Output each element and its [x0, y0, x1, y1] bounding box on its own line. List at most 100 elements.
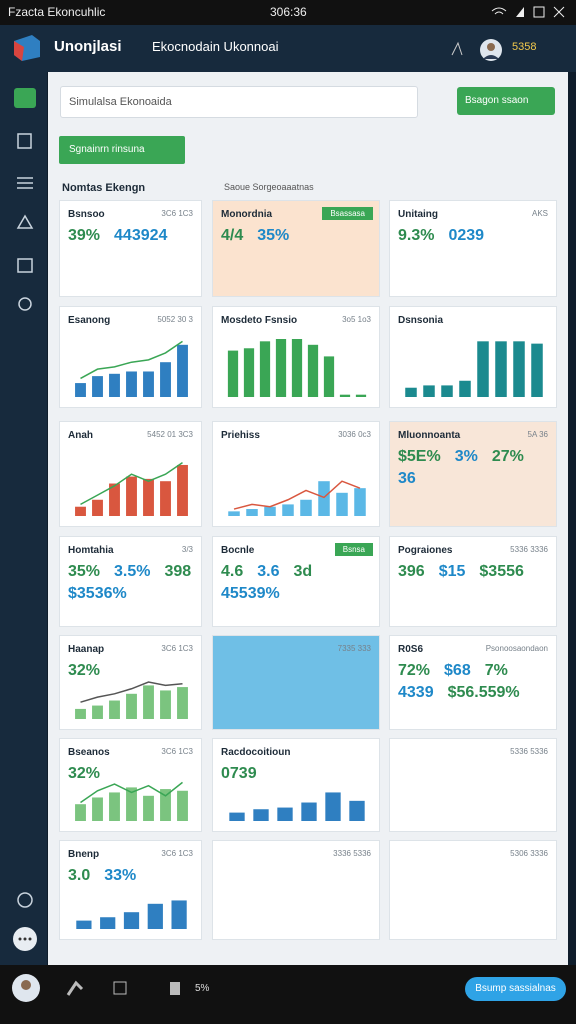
- status-icons: [491, 6, 565, 18]
- bar: [143, 371, 154, 397]
- bar: [143, 685, 154, 719]
- card-meta: 3C6 1C3: [161, 849, 193, 858]
- bar: [75, 383, 86, 397]
- bar: [339, 394, 351, 397]
- mini-chart: [227, 339, 367, 397]
- stat-value: 4339: [398, 684, 434, 701]
- action-button[interactable]: Sgnainrn rinsuna: [59, 136, 185, 164]
- bar: [177, 464, 188, 516]
- page-title: Ekocnodain Ukonnoai: [152, 39, 279, 54]
- card-meta: 3o5 1o3: [342, 315, 371, 324]
- bar: [160, 481, 171, 516]
- stat-value: 27%: [491, 448, 524, 465]
- bar: [123, 912, 140, 929]
- card: Anah 5452 01 3C3: [59, 421, 202, 527]
- bar: [531, 343, 543, 397]
- bottom-icons[interactable]: [10, 973, 230, 1003]
- bar: [109, 700, 120, 719]
- bar: [126, 787, 137, 821]
- sidebar-icons[interactable]: [0, 72, 47, 965]
- bar: [75, 506, 86, 516]
- stat-value: $3536%: [68, 585, 127, 602]
- mini-chart: [228, 480, 366, 516]
- card-title: Anah: [68, 430, 93, 441]
- header: Unonjlasi Ekocnodain Ukonnoai 5358: [0, 25, 576, 72]
- bar: [318, 481, 330, 516]
- stat-value: 9.3%: [398, 227, 435, 244]
- stat-value: 33%: [104, 867, 137, 884]
- bar: [307, 344, 319, 397]
- card-title: Racdocoitioun: [221, 747, 291, 758]
- card-stats: $5E% 3% 27% 36: [398, 448, 548, 488]
- bar: [75, 708, 86, 719]
- bar: [253, 809, 269, 821]
- bar: [126, 371, 137, 397]
- card-title: Bsnsoo: [68, 209, 105, 220]
- card-stats: 396 $15 $3556: [398, 563, 548, 581]
- bar: [243, 348, 255, 397]
- stat-value: 443924: [114, 227, 168, 244]
- card-title: Unitaing: [398, 209, 438, 220]
- stat-value: $5E%: [398, 448, 441, 465]
- bar: [246, 509, 258, 516]
- card-title: Bnenp: [68, 849, 100, 860]
- card: 7335 333: [212, 635, 380, 730]
- stat-value: 35%: [257, 227, 290, 244]
- trend-line: [80, 340, 183, 380]
- stat-value: 0739: [221, 765, 257, 782]
- bar: [405, 387, 417, 397]
- stat-value: $3556: [479, 563, 524, 580]
- card-title: Monordnia: [221, 209, 273, 220]
- bar: [513, 341, 525, 397]
- stat-value: 4/4: [221, 227, 244, 244]
- stat-value: 32%: [68, 662, 101, 679]
- card-stats: 39% 443924: [68, 227, 193, 245]
- search-box[interactable]: Simulalsa Ekonoaida: [60, 86, 418, 118]
- card-stats: 4/4 35%: [221, 227, 371, 245]
- card-badge: Bsnsa: [334, 543, 373, 556]
- bar: [228, 511, 240, 516]
- trend-line: [80, 462, 183, 506]
- mini-chart: [76, 900, 187, 929]
- stat-value: 39%: [68, 227, 101, 244]
- stat-value: 3%: [454, 448, 478, 465]
- app-name: Unonjlasi: [54, 38, 122, 55]
- card: R0S6 Psonoosaondaon 72% $68 7% 4339 $56.559%: [389, 635, 557, 730]
- card-stats: 3.0 33%: [68, 867, 193, 885]
- card: Haanap 3C6 1C3 32%: [59, 635, 202, 730]
- card-meta: 5052 30 3: [157, 315, 193, 324]
- logo: [14, 35, 40, 61]
- header-icons[interactable]: [446, 37, 516, 63]
- mini-chart: [75, 462, 188, 516]
- bar: [92, 376, 103, 397]
- mini-chart: [75, 781, 188, 821]
- bar: [227, 350, 239, 397]
- stat-value: 36: [398, 470, 416, 487]
- search-button[interactable]: Bsagon ssaon: [457, 87, 555, 115]
- card-stats: 4.6 3.6 3d 45539%: [221, 563, 371, 603]
- bar: [100, 917, 116, 929]
- card-meta: 3036 0c3: [338, 430, 371, 439]
- stat-value: 3d: [293, 563, 313, 580]
- trend-line: [233, 480, 361, 510]
- card-meta: AKS: [531, 209, 548, 218]
- card: Bocnle Bsnsa 4.6 3.6 3d 45539%: [212, 536, 380, 627]
- stat-value: 72%: [398, 662, 431, 679]
- card-meta: 3C6 1C3: [161, 747, 193, 756]
- card-title: R0S6: [398, 644, 424, 655]
- bar: [126, 476, 137, 516]
- bar: [423, 385, 435, 397]
- card: Dsnsonia: [389, 306, 557, 408]
- section-filter[interactable]: Saoue Sorgeoaaatnas: [224, 182, 314, 192]
- card-stats: 0739: [221, 765, 371, 783]
- bar: [160, 362, 171, 397]
- stat-value: 398: [164, 563, 192, 580]
- card-title: Esanong: [68, 315, 111, 326]
- bar: [291, 339, 303, 397]
- bottom-button[interactable]: Bsump sassialnas: [465, 977, 566, 1001]
- bar: [495, 341, 507, 397]
- stat-value: 0239: [448, 227, 485, 244]
- bar: [109, 792, 120, 821]
- stat-value: 7%: [484, 662, 508, 679]
- card-stats: 9.3% 0239: [398, 227, 548, 245]
